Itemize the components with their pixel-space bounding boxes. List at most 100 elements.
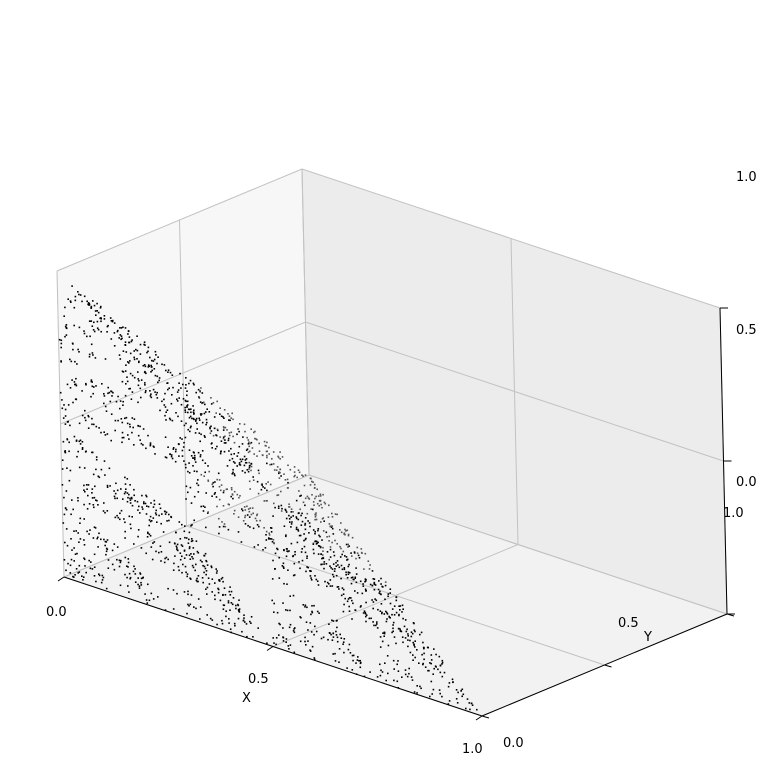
data-point xyxy=(276,548,279,551)
data-point xyxy=(133,494,135,497)
data-point xyxy=(287,550,289,553)
data-point xyxy=(282,566,285,568)
data-point xyxy=(409,639,411,642)
data-point xyxy=(239,464,242,466)
data-point xyxy=(121,337,123,340)
data-point xyxy=(218,526,221,528)
data-point xyxy=(233,441,236,444)
data-point xyxy=(222,608,225,610)
data-point xyxy=(140,379,143,381)
data-point xyxy=(238,609,240,612)
data-point xyxy=(243,423,246,426)
data-point xyxy=(120,488,122,490)
data-point xyxy=(178,382,180,384)
data-point xyxy=(243,506,246,508)
data-point xyxy=(297,512,300,515)
data-point xyxy=(196,550,199,553)
data-point xyxy=(69,300,72,302)
data-point xyxy=(91,497,94,499)
data-point xyxy=(297,530,300,532)
data-point xyxy=(365,615,367,618)
data-point xyxy=(87,427,90,429)
data-point xyxy=(274,552,277,555)
data-point xyxy=(196,422,198,425)
data-point xyxy=(138,585,141,587)
data-point xyxy=(198,396,200,398)
data-point xyxy=(309,649,311,651)
data-point xyxy=(146,536,149,538)
data-point xyxy=(382,632,384,634)
data-point xyxy=(268,532,270,535)
data-point xyxy=(203,401,205,404)
data-point xyxy=(254,437,256,440)
data-point xyxy=(304,606,306,608)
data-point xyxy=(220,415,223,417)
data-point xyxy=(147,350,149,353)
data-point xyxy=(133,376,136,379)
data-point xyxy=(323,561,326,563)
data-point xyxy=(149,515,152,518)
data-point xyxy=(93,304,96,307)
data-point xyxy=(330,525,332,527)
data-point xyxy=(83,539,85,541)
data-point xyxy=(71,499,73,501)
data-point xyxy=(398,627,400,630)
data-point xyxy=(230,495,232,498)
data-point xyxy=(422,663,424,666)
data-point xyxy=(237,452,240,454)
data-point xyxy=(170,402,173,405)
data-point xyxy=(64,541,66,544)
data-point xyxy=(88,355,91,358)
data-point xyxy=(313,658,316,661)
data-point xyxy=(65,334,68,336)
data-point xyxy=(426,646,429,649)
data-point xyxy=(192,465,194,467)
data-point xyxy=(187,603,189,606)
data-point xyxy=(271,578,274,580)
data-point xyxy=(315,543,318,545)
data-point xyxy=(109,485,111,487)
data-point xyxy=(150,393,152,395)
data-point xyxy=(309,622,312,624)
data-point xyxy=(119,358,122,360)
data-point xyxy=(252,512,254,515)
data-point xyxy=(122,498,124,500)
data-point xyxy=(189,486,192,489)
data-point xyxy=(134,573,137,575)
data-point xyxy=(124,417,126,420)
data-point xyxy=(376,676,379,678)
data-point xyxy=(197,451,200,454)
data-point xyxy=(101,574,104,577)
data-point xyxy=(151,359,153,362)
data-point xyxy=(397,660,399,662)
data-point xyxy=(124,573,126,576)
data-point xyxy=(370,617,372,620)
data-point xyxy=(199,440,201,443)
data-point xyxy=(129,423,131,426)
data-point xyxy=(79,443,82,445)
data-point xyxy=(131,339,133,341)
data-point xyxy=(220,484,223,486)
data-point xyxy=(172,608,175,610)
data-point xyxy=(184,436,187,439)
data-point xyxy=(193,495,196,498)
data-point xyxy=(64,451,67,454)
data-point xyxy=(255,438,257,440)
data-point xyxy=(103,395,106,397)
data-point xyxy=(346,600,349,603)
data-point xyxy=(225,615,227,618)
data-point xyxy=(138,587,141,589)
data-point xyxy=(222,416,224,418)
data-point xyxy=(276,466,279,468)
data-point xyxy=(65,324,68,326)
data-point xyxy=(343,567,346,569)
data-point xyxy=(133,358,136,361)
data-point xyxy=(340,522,342,524)
data-point xyxy=(233,453,235,455)
data-point xyxy=(111,320,114,323)
data-point xyxy=(137,535,139,538)
data-point xyxy=(116,497,118,500)
data-point xyxy=(179,558,182,561)
data-point xyxy=(81,390,83,392)
data-point xyxy=(145,552,147,555)
